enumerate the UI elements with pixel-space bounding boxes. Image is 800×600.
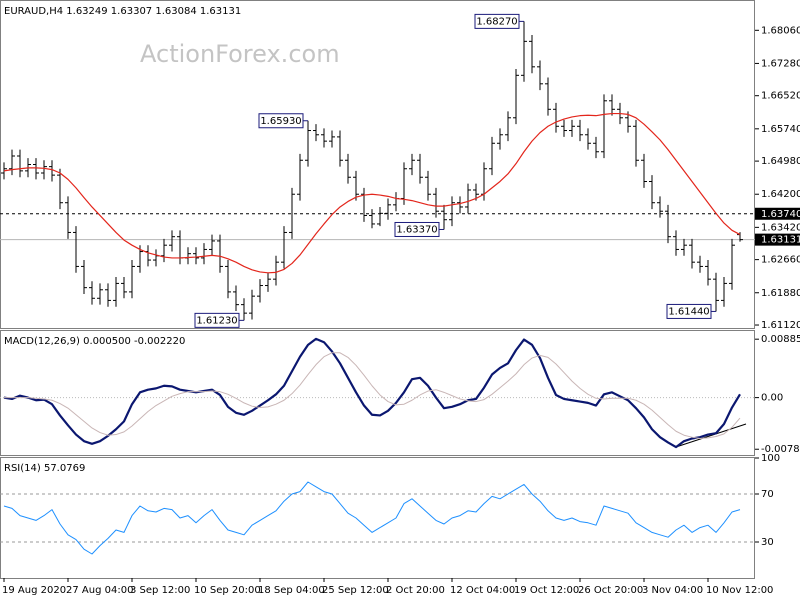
y-tick-label: 1.62660 [761, 255, 800, 266]
x-tick-label: 26 Oct 20:00 [578, 585, 643, 596]
y-tick-label: 1.64980 [761, 156, 800, 167]
y-tick-label: 1.61120 [761, 320, 800, 331]
moving-average [3, 112, 741, 274]
x-tick-label: 2 Oct 20:00 [386, 585, 445, 596]
annotation-box [258, 113, 304, 129]
x-tick-label: 27 Aug 04:00 [66, 585, 133, 596]
y-tick-label: 1.63420 [761, 222, 800, 233]
watermark: ActionForex.com [140, 40, 340, 68]
annotation-box [194, 312, 240, 328]
price-label: 1.63740 [761, 209, 800, 220]
annotation-label: 1.68270 [476, 16, 517, 27]
panel-frame [0, 0, 755, 329]
price-label-box [755, 207, 800, 220]
price-label: 1.63131 [761, 235, 800, 246]
x-tick-label: 25 Sep 12:00 [322, 585, 389, 596]
price-label-box [755, 233, 800, 246]
x-tick-label: 12 Oct 04:00 [450, 585, 515, 596]
annotation-box [474, 13, 520, 29]
y-tick-label: 1.65740 [761, 124, 800, 135]
indicator-line [3, 481, 741, 555]
annotation-label: 1.61230 [196, 315, 237, 326]
y-tick-label: 1.67280 [761, 58, 800, 69]
x-tick-label: 19 Aug 2020 [2, 585, 66, 596]
y-tick-label: 0.008859 [761, 334, 800, 345]
annotation-label: 1.61440 [668, 306, 709, 317]
annotation-box [666, 303, 712, 319]
x-tick-label: 18 Sep 04:00 [258, 585, 325, 596]
y-tick-label: 30 [761, 537, 774, 548]
panel-title: EURAUD,H4 1.63249 1.63307 1.63084 1.6313… [4, 6, 241, 17]
annotation-label: 1.63370 [396, 224, 437, 235]
y-tick-label: 1.61880 [761, 288, 800, 299]
x-tick-label: 3 Nov 04:00 [642, 585, 703, 596]
y-tick-label: 100 [761, 453, 780, 464]
indicator-line [4, 352, 741, 440]
y-tick-label: 70 [761, 489, 774, 500]
y-tick-label: 1.68060 [761, 25, 800, 36]
panel-frame [0, 330, 755, 456]
x-tick-label: 10 Sep 20:00 [194, 585, 261, 596]
x-tick-label: 3 Sep 12:00 [130, 585, 190, 596]
y-tick-label: 0.00 [761, 393, 783, 404]
y-tick-label: -0.007826 [761, 444, 800, 455]
indicator-line [3, 337, 741, 449]
y-tick-label: 1.64200 [761, 189, 800, 200]
annotation-box [394, 221, 440, 237]
panel-frame [0, 457, 755, 579]
trend-line [675, 423, 747, 448]
x-tick-label: 19 Oct 12:00 [514, 585, 579, 596]
x-tick-label: 10 Nov 12:00 [706, 585, 773, 596]
y-tick-label: 1.66520 [761, 91, 800, 102]
panel-title: MACD(12,26,9) 0.000500 -0.002220 [4, 336, 185, 347]
annotation-label: 1.65930 [260, 116, 301, 127]
panel-title: RSI(14) 57.0769 [4, 463, 85, 474]
